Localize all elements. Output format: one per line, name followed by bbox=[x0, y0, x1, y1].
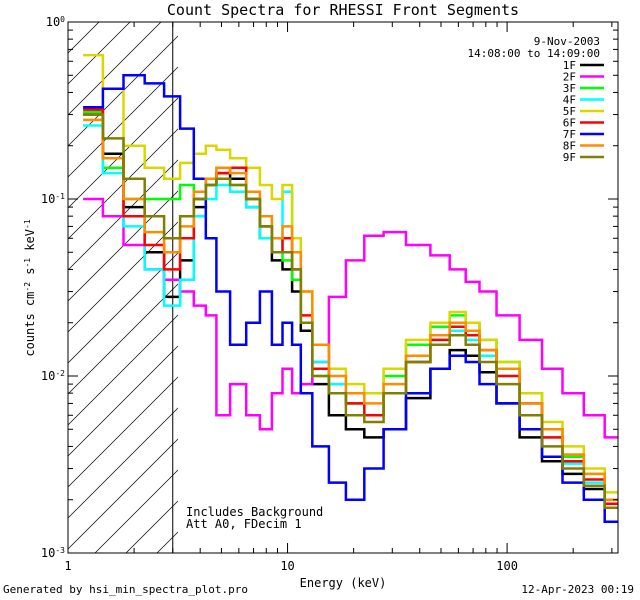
y-axis-label: counts cm-2 s-1 keV-1 bbox=[23, 219, 38, 356]
hatch-line bbox=[68, 159, 178, 271]
observation-time-range: 14:08:00 to 14:09:00 bbox=[468, 47, 600, 60]
x-tick-label: 1 bbox=[64, 559, 71, 573]
footer-timestamp: 12-Apr-2023 00:19 bbox=[521, 583, 634, 596]
hatch-line bbox=[68, 22, 131, 85]
y-tick-label: 100 bbox=[46, 15, 65, 30]
x-tick-label: 10 bbox=[280, 559, 294, 573]
hatch-line bbox=[68, 190, 178, 302]
legend-label-7F: 7F bbox=[563, 128, 576, 141]
hatch-line bbox=[68, 97, 178, 209]
hatch-line bbox=[68, 283, 178, 395]
legend-label-6F: 6F bbox=[563, 117, 576, 130]
series-layer bbox=[83, 53, 618, 524]
hatch-line bbox=[68, 22, 100, 54]
legend-label-2F: 2F bbox=[563, 71, 576, 84]
legend-label-9F: 9F bbox=[563, 151, 576, 164]
legend-label-3F: 3F bbox=[563, 82, 576, 95]
y-tick-label: 10-2 bbox=[41, 369, 65, 384]
hatch-line bbox=[68, 314, 178, 426]
hatch-line bbox=[68, 345, 178, 457]
y-tick-label: 10-3 bbox=[41, 546, 65, 561]
y-tick-label: 10-1 bbox=[41, 192, 65, 207]
hatch-line bbox=[68, 407, 178, 519]
hatch-line bbox=[68, 438, 178, 550]
series-line-8F bbox=[83, 118, 618, 501]
legend-label-1F: 1F bbox=[563, 59, 576, 72]
observation-date: 9-Nov-2003 bbox=[534, 35, 600, 48]
series-line-7F bbox=[83, 74, 618, 524]
attenuator-annotation: Att A0, FDecim 1 bbox=[186, 517, 302, 531]
hatch-line bbox=[68, 128, 178, 240]
hatch-line bbox=[68, 22, 162, 116]
chart-title: Count Spectra for RHESSI Front Segments bbox=[167, 1, 519, 19]
footer-generated-by: Generated by hsi_min_spectra_plot.pro bbox=[3, 583, 249, 596]
series-line-9F bbox=[83, 113, 618, 510]
legend-label-8F: 8F bbox=[563, 140, 576, 153]
plot-frame bbox=[67, 21, 619, 554]
hatch-line bbox=[68, 66, 178, 178]
background-annotation: Includes Background bbox=[186, 505, 323, 519]
x-axis-label: Energy (keV) bbox=[300, 576, 387, 590]
hatch-line bbox=[68, 376, 178, 488]
attenuator-hatch-region bbox=[68, 22, 178, 553]
hatch-line bbox=[68, 22, 69, 23]
hatch-line bbox=[68, 252, 178, 364]
hatch-line bbox=[68, 221, 178, 333]
x-tick-label: 100 bbox=[496, 559, 518, 573]
legend-label-4F: 4F bbox=[563, 94, 576, 107]
axis-ticks bbox=[67, 21, 618, 554]
axis-tick-labels: 1 10 100 100 10-1 10-2 10-3 bbox=[41, 15, 518, 574]
legend-label-5F: 5F bbox=[563, 105, 576, 118]
